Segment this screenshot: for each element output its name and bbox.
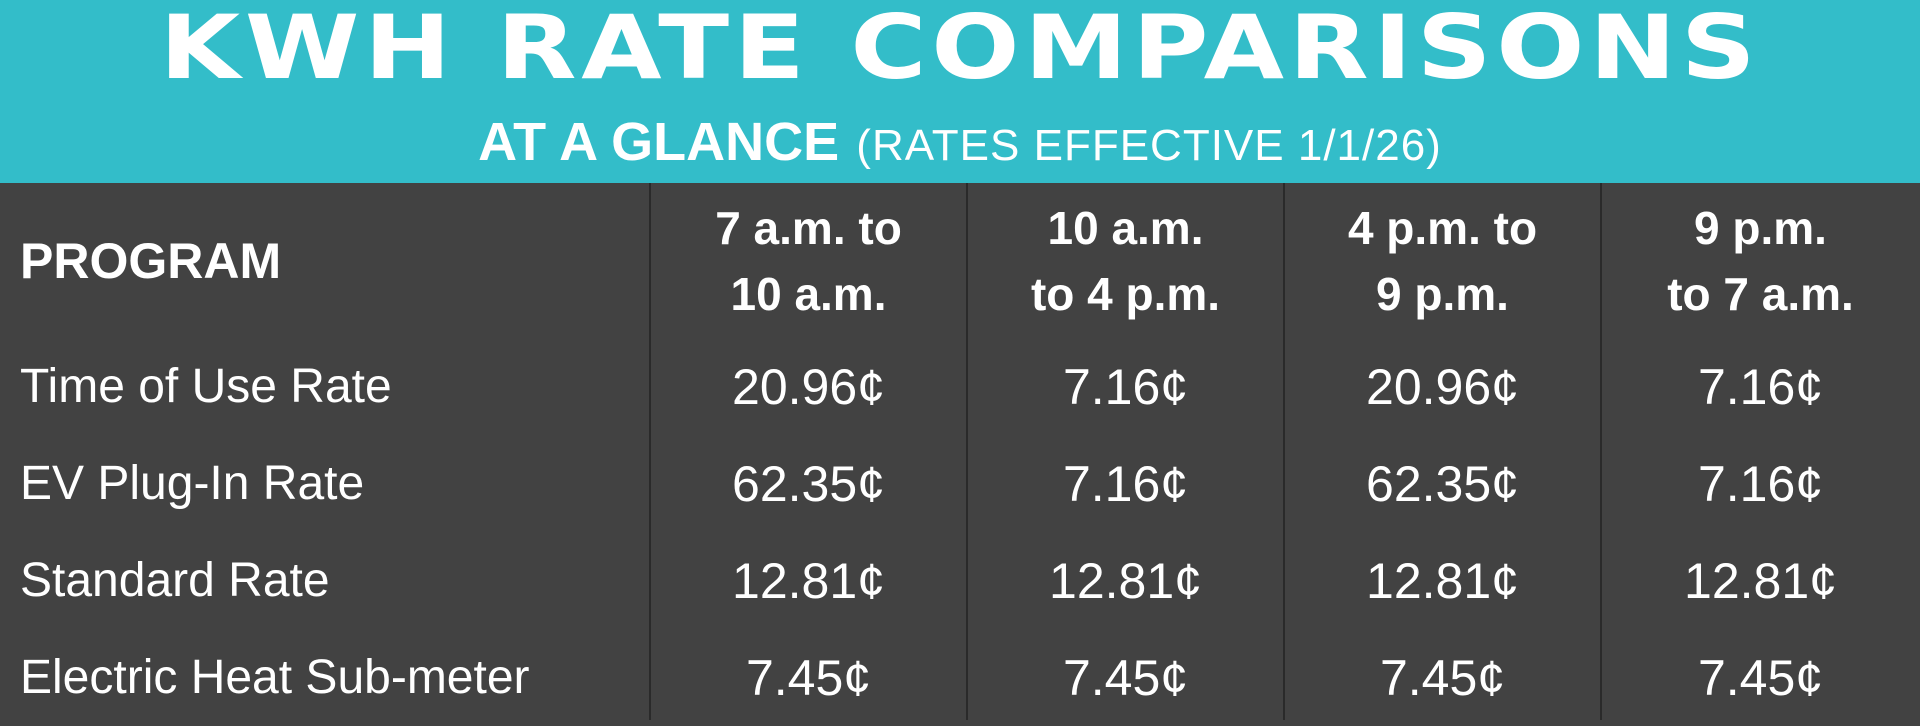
rate-value: 20.96¢ — [732, 358, 885, 415]
page-title: KWH RATE COMPARISONS — [159, 0, 1761, 99]
column-header-line: 7 a.m. to — [715, 201, 902, 254]
rate-value: 7.16¢ — [1062, 358, 1189, 415]
subtitle-note: (RATES EFFECTIVE 1/1/26) — [856, 121, 1442, 170]
table-row: Electric Heat Sub-meter 7.45¢ 7.45¢ 7.45… — [0, 629, 1920, 726]
program-name: Standard Rate — [20, 554, 330, 607]
table-row: Standard Rate 12.81¢ 12.81¢ 12.81¢ 12.81… — [0, 532, 1920, 629]
column-header-period: 9 p.m. to 7 a.m. — [1601, 183, 1920, 338]
rate-table-container: PROGRAM 7 a.m. to 10 a.m. 10 a.m. to 4 p… — [0, 183, 1920, 720]
program-name: Time of Use Rate — [20, 360, 392, 413]
rate-value: 7.16¢ — [1062, 455, 1189, 512]
rate-value: 7.45¢ — [1697, 649, 1824, 706]
program-name: EV Plug-In Rate — [20, 457, 365, 510]
rate-value: 20.96¢ — [1366, 358, 1519, 415]
column-header-period: 7 a.m. to 10 a.m. — [650, 183, 967, 338]
rate-table: PROGRAM 7 a.m. to 10 a.m. 10 a.m. to 4 p… — [0, 183, 1920, 726]
column-header-line: 9 p.m. — [1694, 201, 1827, 254]
column-header-line: to 4 p.m. — [1030, 267, 1221, 320]
column-header-line: to 7 a.m. — [1667, 267, 1854, 320]
column-divider — [649, 183, 651, 720]
rate-value: 12.81¢ — [1366, 552, 1519, 609]
column-divider — [966, 183, 968, 720]
title-banner: KWH RATE COMPARISONS AT A GLANCE (RATES … — [0, 0, 1920, 183]
subtitle-strong: AT A GLANCE — [478, 112, 840, 172]
rate-value: 62.35¢ — [1366, 455, 1519, 512]
column-divider — [1283, 183, 1285, 720]
rate-value: 12.81¢ — [1049, 552, 1202, 609]
column-header-period: 10 a.m. to 4 p.m. — [967, 183, 1284, 338]
column-header-period: 4 p.m. to 9 p.m. — [1284, 183, 1601, 338]
rate-value: 12.81¢ — [1684, 552, 1837, 609]
rate-value: 62.35¢ — [732, 455, 885, 512]
column-header-line: 10 a.m. — [730, 267, 887, 320]
column-header-program: PROGRAM — [20, 232, 282, 289]
rate-value: 7.45¢ — [1379, 649, 1506, 706]
page-subtitle: AT A GLANCE (RATES EFFECTIVE 1/1/26) — [0, 111, 1920, 177]
program-name: Electric Heat Sub-meter — [20, 651, 530, 704]
column-header-line: 9 p.m. — [1376, 267, 1509, 320]
table-row: EV Plug-In Rate 62.35¢ 7.16¢ 62.35¢ 7.16… — [0, 435, 1920, 532]
rate-value: 12.81¢ — [732, 552, 885, 609]
rate-value: 7.16¢ — [1697, 455, 1824, 512]
column-header-line: 4 p.m. to — [1347, 201, 1538, 254]
table-row: Time of Use Rate 20.96¢ 7.16¢ 20.96¢ 7.1… — [0, 338, 1920, 435]
column-header-line: 10 a.m. — [1047, 201, 1204, 254]
rate-value: 7.45¢ — [1062, 649, 1189, 706]
rate-value: 7.16¢ — [1697, 358, 1824, 415]
column-divider — [1600, 183, 1602, 720]
table-header-row: PROGRAM 7 a.m. to 10 a.m. 10 a.m. to 4 p… — [0, 183, 1920, 338]
rate-value: 7.45¢ — [745, 649, 872, 706]
